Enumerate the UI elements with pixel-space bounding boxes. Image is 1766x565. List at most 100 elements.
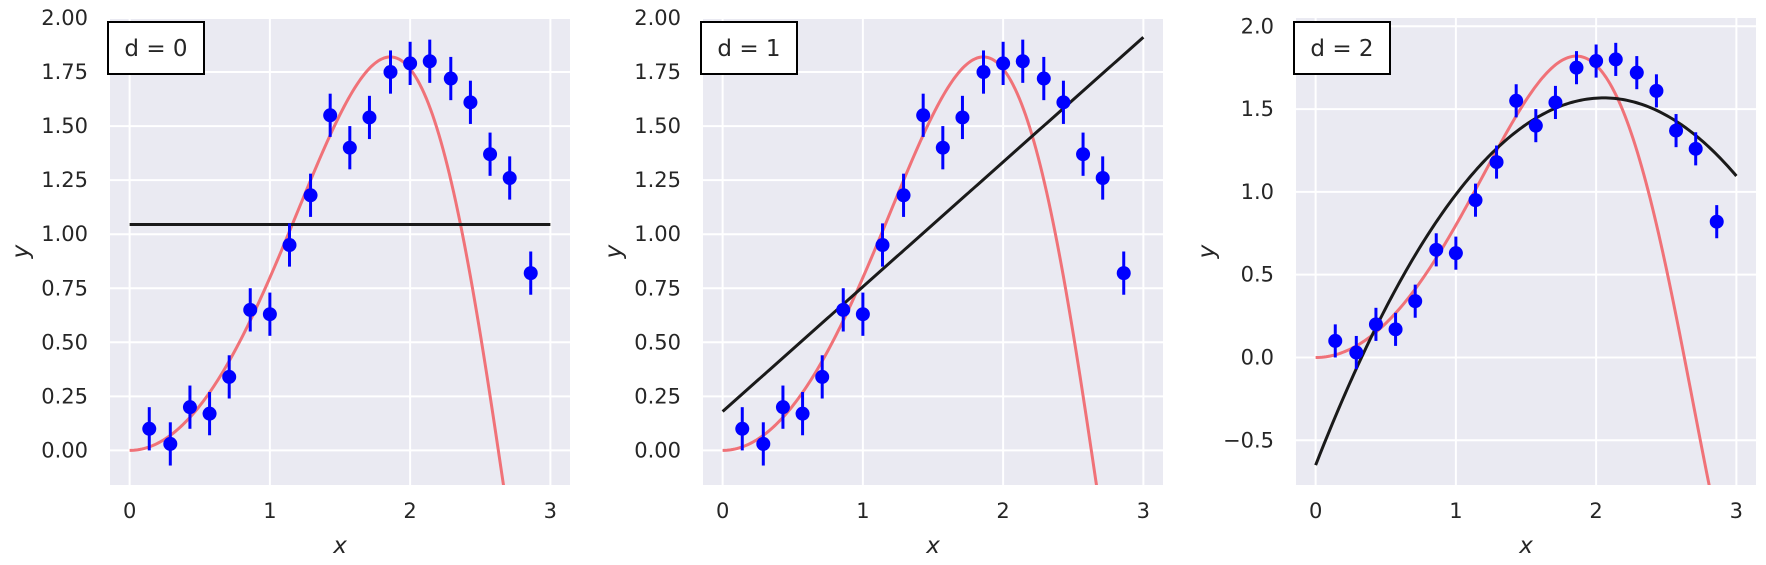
data-point-18 <box>1669 114 1684 148</box>
data-marker <box>836 302 851 317</box>
data-point-6 <box>1429 233 1444 267</box>
data-point-9 <box>896 173 911 217</box>
data-point-14 <box>403 41 418 86</box>
y-tick-label: 1.50 <box>634 114 681 138</box>
data-marker <box>1388 322 1403 337</box>
data-point-8 <box>282 223 297 267</box>
data-point-10 <box>916 93 931 137</box>
data-marker <box>735 421 750 436</box>
data-marker <box>1688 141 1703 156</box>
data-point-4 <box>795 392 810 436</box>
x-axis-label: x <box>332 533 347 559</box>
panel-label: d = 2 <box>1310 36 1373 62</box>
data-marker <box>996 56 1011 71</box>
plot-background <box>110 18 570 485</box>
true-function-curve <box>1315 54 1711 485</box>
data-marker <box>875 238 890 253</box>
y-tick-label: 1.75 <box>634 60 681 84</box>
data-marker <box>855 307 870 322</box>
data-marker <box>1015 54 1030 69</box>
data-marker <box>1608 52 1623 67</box>
data-marker <box>1548 95 1563 110</box>
data-marker <box>1448 246 1463 261</box>
data-marker <box>202 406 217 421</box>
y-tick-label: 0.75 <box>41 276 88 300</box>
data-marker <box>463 95 478 110</box>
data-point-5 <box>1408 284 1423 318</box>
data-marker <box>1056 95 1071 110</box>
data-point-6 <box>243 288 258 332</box>
data-marker <box>1468 193 1483 208</box>
data-point-3 <box>1368 307 1383 341</box>
y-tick-label: 0.0 <box>1241 345 1274 369</box>
data-marker <box>422 54 437 69</box>
y-tick-label: 2.00 <box>41 6 88 30</box>
panel-label-box: d = 0 <box>107 21 205 75</box>
data-marker <box>1076 147 1091 162</box>
y-tick-label: 1.25 <box>634 168 681 192</box>
data-marker <box>976 65 991 80</box>
data-point-1 <box>735 407 750 451</box>
fit-line-degree-1 <box>721 36 1145 413</box>
plot-area <box>1314 42 1738 485</box>
data-point-6 <box>836 288 851 332</box>
data-point-20 <box>1116 251 1131 295</box>
data-marker <box>1408 294 1423 309</box>
data-point-4 <box>202 392 217 436</box>
data-point-19 <box>502 156 517 200</box>
y-tick-label: 0.50 <box>634 330 681 354</box>
data-point-8 <box>1468 183 1483 217</box>
data-point-11 <box>935 126 950 170</box>
data-point-18 <box>483 132 498 176</box>
data-point-5 <box>222 355 237 399</box>
data-marker <box>182 400 197 415</box>
data-marker <box>1669 123 1684 138</box>
data-point-20 <box>523 251 538 295</box>
data-marker <box>222 369 237 384</box>
panel-label-box: d = 2 <box>1293 21 1391 75</box>
x-tick-label: 2 <box>996 499 1009 523</box>
data-point-12 <box>362 95 377 140</box>
data-point-17 <box>1056 80 1071 124</box>
data-marker <box>1489 155 1504 170</box>
data-point-15 <box>1608 42 1623 76</box>
y-tick-label: 1.0 <box>1241 180 1274 204</box>
x-tick-label: 3 <box>1137 499 1150 523</box>
chart-panel-2: 0 1 2 3 0.00 0.25 0.50 0.75 1.00 1.25 1.50 1.75 2.00… <box>601 6 1163 559</box>
y-tick-label: −0.5 <box>1223 428 1274 452</box>
x-tick-label: 3 <box>1730 499 1743 523</box>
y-tick-label: 0.00 <box>634 438 681 462</box>
panel-label-box: d = 1 <box>700 21 798 75</box>
y-axis-label: y <box>601 244 627 259</box>
data-marker <box>163 436 178 451</box>
y-tick-label: 1.00 <box>634 222 681 246</box>
y-axis-label: y <box>8 244 34 259</box>
data-point-16 <box>1036 56 1051 101</box>
x-axis-label: x <box>1518 533 1533 559</box>
panel-label-frame <box>107 21 205 75</box>
data-point-15 <box>422 39 437 83</box>
data-marker <box>1116 266 1131 281</box>
y-tick-label: 2.0 <box>1241 14 1274 38</box>
data-marker <box>383 65 398 80</box>
x-tick-label: 2 <box>403 499 416 523</box>
data-marker <box>896 188 911 203</box>
data-marker <box>935 140 950 155</box>
data-marker <box>142 421 157 436</box>
data-point-10 <box>1509 84 1524 118</box>
data-point-13 <box>1569 51 1584 85</box>
data-point-17 <box>1649 74 1664 108</box>
data-point-2 <box>756 422 771 466</box>
data-point-7 <box>855 292 870 336</box>
plot-background <box>703 18 1163 485</box>
y-tick-label: 0.25 <box>41 384 88 408</box>
data-point-8 <box>875 223 890 267</box>
x-tick-label: 0 <box>716 499 729 523</box>
data-marker <box>1328 333 1343 348</box>
data-point-12 <box>1548 85 1563 120</box>
x-axis-label: x <box>925 533 940 559</box>
data-marker <box>443 71 458 86</box>
y-axis-label: y <box>1194 244 1220 259</box>
data-marker <box>342 140 357 155</box>
